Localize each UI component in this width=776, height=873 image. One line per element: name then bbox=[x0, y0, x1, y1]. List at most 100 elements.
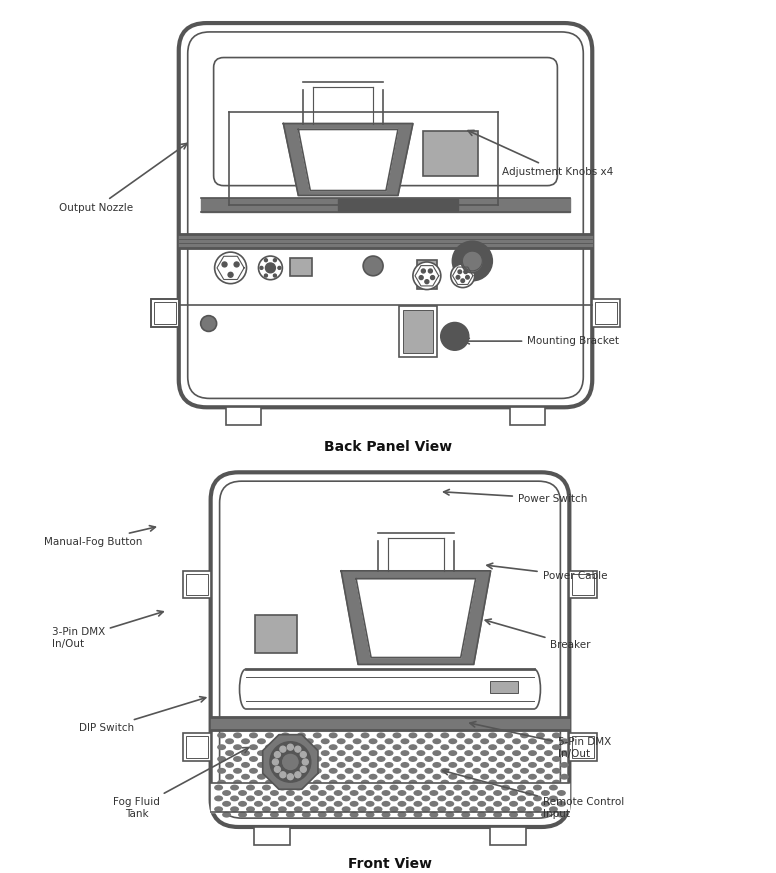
Ellipse shape bbox=[493, 812, 502, 818]
Ellipse shape bbox=[302, 790, 310, 796]
Ellipse shape bbox=[429, 801, 438, 807]
Bar bbox=[185, 736, 208, 758]
Ellipse shape bbox=[294, 807, 303, 812]
Circle shape bbox=[452, 241, 492, 281]
Ellipse shape bbox=[352, 773, 362, 780]
Ellipse shape bbox=[390, 795, 398, 801]
Text: Manual-Fog Button: Manual-Fog Button bbox=[44, 526, 155, 546]
Ellipse shape bbox=[417, 739, 425, 744]
Ellipse shape bbox=[365, 812, 375, 818]
Ellipse shape bbox=[225, 773, 234, 780]
Ellipse shape bbox=[509, 801, 518, 807]
Ellipse shape bbox=[369, 762, 378, 768]
Ellipse shape bbox=[320, 773, 330, 780]
Bar bbox=[417, 259, 437, 289]
Ellipse shape bbox=[417, 750, 425, 756]
Ellipse shape bbox=[440, 732, 449, 739]
Ellipse shape bbox=[352, 739, 362, 744]
Ellipse shape bbox=[528, 739, 537, 744]
Ellipse shape bbox=[214, 795, 223, 801]
Ellipse shape bbox=[241, 786, 250, 792]
Ellipse shape bbox=[393, 768, 401, 773]
Ellipse shape bbox=[305, 786, 314, 792]
Ellipse shape bbox=[432, 762, 442, 768]
Ellipse shape bbox=[438, 795, 446, 801]
Ellipse shape bbox=[397, 790, 407, 796]
Ellipse shape bbox=[358, 795, 366, 801]
Ellipse shape bbox=[390, 807, 398, 812]
Ellipse shape bbox=[230, 795, 239, 801]
Ellipse shape bbox=[429, 790, 438, 796]
Ellipse shape bbox=[485, 807, 494, 812]
Ellipse shape bbox=[225, 762, 234, 768]
Bar bbox=[290, 258, 312, 276]
Circle shape bbox=[272, 759, 279, 765]
Text: 5-Pin DMX
In/Out: 5-Pin DMX In/Out bbox=[469, 722, 611, 759]
Ellipse shape bbox=[217, 768, 226, 773]
Ellipse shape bbox=[249, 756, 258, 762]
Ellipse shape bbox=[509, 812, 518, 818]
Ellipse shape bbox=[432, 773, 442, 780]
Ellipse shape bbox=[278, 785, 287, 791]
Bar bbox=[399, 306, 437, 357]
Ellipse shape bbox=[549, 807, 558, 812]
Bar bbox=[490, 827, 525, 845]
Ellipse shape bbox=[525, 801, 534, 807]
Ellipse shape bbox=[249, 780, 258, 786]
Ellipse shape bbox=[536, 768, 545, 773]
Ellipse shape bbox=[541, 812, 550, 818]
Ellipse shape bbox=[341, 795, 351, 801]
Ellipse shape bbox=[445, 790, 454, 796]
Circle shape bbox=[464, 270, 467, 273]
Ellipse shape bbox=[528, 773, 537, 780]
Ellipse shape bbox=[488, 768, 497, 773]
Bar bbox=[151, 299, 178, 327]
Ellipse shape bbox=[469, 807, 478, 812]
Ellipse shape bbox=[257, 739, 266, 744]
Ellipse shape bbox=[233, 768, 242, 773]
Ellipse shape bbox=[294, 795, 303, 801]
Ellipse shape bbox=[238, 790, 247, 796]
Ellipse shape bbox=[456, 732, 466, 739]
Ellipse shape bbox=[432, 786, 442, 792]
Ellipse shape bbox=[270, 812, 279, 818]
Ellipse shape bbox=[238, 812, 247, 818]
Ellipse shape bbox=[501, 807, 510, 812]
Ellipse shape bbox=[313, 744, 322, 750]
Ellipse shape bbox=[273, 739, 282, 744]
Ellipse shape bbox=[528, 762, 537, 768]
Ellipse shape bbox=[512, 773, 521, 780]
Ellipse shape bbox=[393, 756, 401, 762]
Ellipse shape bbox=[273, 750, 282, 756]
Ellipse shape bbox=[350, 790, 359, 796]
Ellipse shape bbox=[385, 773, 393, 780]
Polygon shape bbox=[298, 129, 398, 190]
Ellipse shape bbox=[320, 786, 330, 792]
Ellipse shape bbox=[557, 801, 566, 807]
Ellipse shape bbox=[405, 807, 414, 812]
Ellipse shape bbox=[453, 785, 462, 791]
Ellipse shape bbox=[246, 785, 255, 791]
Ellipse shape bbox=[520, 768, 529, 773]
Ellipse shape bbox=[512, 786, 521, 792]
Circle shape bbox=[421, 269, 425, 273]
Ellipse shape bbox=[361, 780, 369, 786]
Ellipse shape bbox=[249, 732, 258, 739]
Ellipse shape bbox=[432, 739, 442, 744]
Ellipse shape bbox=[493, 790, 502, 796]
Ellipse shape bbox=[254, 801, 263, 807]
Bar bbox=[151, 299, 178, 327]
Ellipse shape bbox=[214, 807, 223, 812]
Ellipse shape bbox=[273, 762, 282, 768]
Circle shape bbox=[265, 263, 275, 272]
Ellipse shape bbox=[536, 780, 545, 786]
Ellipse shape bbox=[504, 756, 513, 762]
Ellipse shape bbox=[361, 732, 369, 739]
Ellipse shape bbox=[289, 762, 298, 768]
Circle shape bbox=[222, 262, 227, 267]
Ellipse shape bbox=[541, 790, 550, 796]
Bar bbox=[570, 571, 598, 598]
Ellipse shape bbox=[449, 762, 457, 768]
Circle shape bbox=[419, 276, 423, 279]
Ellipse shape bbox=[536, 744, 545, 750]
